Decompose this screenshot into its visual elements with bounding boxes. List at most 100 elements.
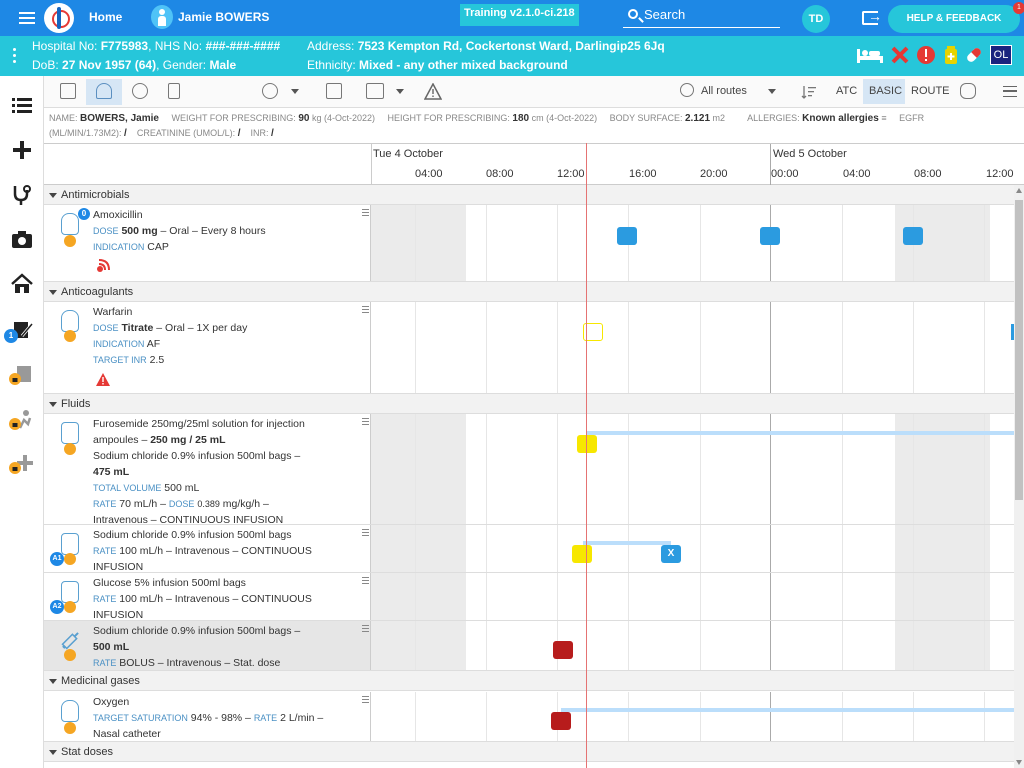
timeline-cells[interactable] — [371, 414, 1014, 524]
section-stat-doses[interactable]: Stat doses — [44, 742, 1014, 762]
warning-triangle-icon[interactable] — [96, 373, 110, 386]
routes-select[interactable]: All routes — [701, 85, 747, 97]
drug-cell[interactable]: 0 Amoxicillin DOSE 500 mg – Oral – Every… — [44, 205, 371, 281]
infusion-stopped-marker[interactable]: X — [661, 545, 681, 563]
medication-row-sodium-chloride[interactable]: A1 Sodium chloride 0.9% infusion 500ml b… — [44, 525, 1014, 573]
administration-given[interactable] — [903, 227, 923, 245]
home-link[interactable]: Home — [89, 10, 122, 24]
drug-cell[interactable]: A1 Sodium chloride 0.9% infusion 500ml b… — [44, 525, 371, 572]
timeline-cells[interactable]: X — [371, 525, 1014, 572]
administration-due[interactable] — [572, 545, 592, 563]
active-view-tab[interactable] — [86, 79, 122, 105]
chart-plus-icon[interactable] — [326, 83, 342, 99]
gas-duration-bar — [561, 708, 1014, 712]
administration-missed[interactable] — [553, 641, 573, 659]
search-input[interactable]: Search — [623, 4, 780, 28]
medication-row-furosemide[interactable]: Furosemide 250mg/25ml solution for injec… — [44, 414, 1014, 525]
locked-add-icon[interactable] — [8, 450, 36, 478]
medication-chart: Antimicrobials 0 Amoxicillin DOSE 500 mg… — [44, 185, 1014, 768]
drug-cell[interactable]: A2 Glucose 5% infusion 500ml bags RATE 1… — [44, 573, 371, 620]
stethoscope-icon[interactable] — [8, 181, 36, 209]
row-menu-icon[interactable] — [362, 577, 369, 584]
more-menu-icon[interactable] — [1003, 86, 1017, 97]
drug-cell[interactable]: Warfarin DOSE Titrate – Oral – 1X per da… — [44, 302, 371, 393]
sort-icon[interactable] — [801, 84, 817, 100]
add-icon[interactable] — [8, 136, 36, 164]
pill-icon[interactable] — [964, 45, 984, 65]
document-icon[interactable] — [168, 83, 180, 99]
scroll-down-icon[interactable] — [1016, 760, 1022, 765]
patient-name[interactable]: Jamie BOWERS — [178, 10, 269, 24]
medication-row-bolus[interactable]: Sodium chloride 0.9% infusion 500ml bags… — [44, 621, 1014, 671]
drug-cell[interactable]: Oxygen TARGET SATURATION 94% - 98% – RAT… — [44, 692, 371, 741]
medication-row-glucose[interactable]: A2 Glucose 5% infusion 500ml bags RATE 1… — [44, 573, 1014, 621]
day-label: Tue 4 October — [373, 148, 443, 160]
current-time-line — [586, 143, 587, 768]
row-menu-icon[interactable] — [362, 418, 369, 425]
timeline-cells[interactable] — [371, 621, 1014, 670]
administration-given[interactable] — [617, 227, 637, 245]
warning-icon[interactable] — [424, 83, 442, 100]
section-antimicrobials[interactable]: Antimicrobials — [44, 185, 1014, 205]
row-menu-icon[interactable] — [362, 529, 369, 536]
help-feedback-button[interactable]: HELP & FEEDBACK — [888, 5, 1020, 33]
scroll-up-icon[interactable] — [1016, 188, 1022, 193]
administration-due[interactable] — [577, 435, 597, 453]
banner-menu-icon[interactable] — [13, 48, 16, 63]
drug-cell[interactable]: Furosemide 250mg/25ml solution for injec… — [44, 414, 371, 524]
medication-row-warfarin[interactable]: Warfarin DOSE Titrate – Oral – 1X per da… — [44, 302, 1014, 394]
timeline-cells[interactable] — [371, 302, 1014, 393]
medication-row-oxygen[interactable]: Oxygen TARGET SATURATION 94% - 98% – RAT… — [44, 692, 1014, 742]
list-icon[interactable] — [8, 92, 36, 120]
medication-bottle-icon[interactable] — [941, 45, 961, 65]
hour-label: 16:00 — [629, 168, 657, 180]
timeline-header: Tue 4 October Wed 5 October 04:00 08:00 … — [44, 143, 1024, 185]
routes-icon — [680, 83, 694, 97]
section-anticoagulants[interactable]: Anticoagulants — [44, 282, 1014, 302]
dose-count-badge: 0 — [78, 208, 90, 220]
timeline-cells[interactable] — [371, 573, 1014, 620]
add-medication-icon[interactable] — [262, 83, 278, 99]
administration-given[interactable] — [760, 227, 780, 245]
top-bar: Home Jamie BOWERS Training v2.1.0-ci.218… — [0, 0, 1024, 36]
row-menu-icon[interactable] — [362, 625, 369, 632]
basic-tab[interactable]: BASIC — [869, 85, 902, 97]
scrollbar-thumb[interactable] — [1015, 200, 1023, 500]
add-medication-dropdown-icon[interactable] — [291, 89, 299, 94]
drug-cell[interactable]: Sodium chloride 0.9% infusion 500ml bags… — [44, 621, 371, 670]
dose-status-icon — [64, 553, 76, 565]
timeline-cells[interactable] — [371, 692, 1014, 741]
group-icon[interactable] — [960, 83, 976, 99]
vertical-scrollbar[interactable] — [1014, 185, 1024, 768]
row-menu-icon[interactable] — [362, 306, 369, 313]
user-avatar[interactable]: TD — [802, 5, 830, 33]
locked-clipboard-icon[interactable] — [8, 361, 36, 389]
routes-dropdown-icon[interactable] — [768, 89, 776, 94]
row-menu-icon[interactable] — [362, 209, 369, 216]
route-tab[interactable]: ROUTE — [911, 85, 950, 97]
ol-badge[interactable]: OL — [990, 45, 1012, 65]
timeline-cells[interactable] — [371, 205, 1014, 281]
row-menu-icon[interactable] — [362, 696, 369, 703]
chart-view-icon[interactable] — [60, 83, 76, 99]
drug-name: Amoxicillin — [93, 207, 363, 223]
administration-missed[interactable] — [551, 712, 571, 730]
locked-activity-icon[interactable] — [8, 406, 36, 434]
menu-icon[interactable] — [19, 12, 35, 24]
section-medicinal-gases[interactable]: Medicinal gases — [44, 671, 1014, 691]
no-entry-icon[interactable] — [132, 83, 148, 99]
warning-alert-icon[interactable] — [916, 45, 936, 65]
section-fluids[interactable]: Fluids — [44, 394, 1014, 414]
cross-alert-icon[interactable] — [890, 45, 910, 65]
hour-label: 20:00 — [700, 168, 728, 180]
home-icon[interactable] — [8, 270, 36, 298]
print-dropdown-icon[interactable] — [396, 89, 404, 94]
bed-icon[interactable] — [856, 45, 884, 65]
signal-alert-icon[interactable] — [96, 259, 110, 273]
camera-icon[interactable] — [8, 226, 36, 254]
atc-tab[interactable]: ATC — [836, 85, 857, 97]
help-badge: 1 — [1013, 2, 1024, 14]
logout-icon[interactable] — [862, 11, 878, 25]
medication-row-amoxicillin[interactable]: 0 Amoxicillin DOSE 500 mg – Oral – Every… — [44, 205, 1014, 282]
print-icon[interactable] — [366, 83, 384, 99]
